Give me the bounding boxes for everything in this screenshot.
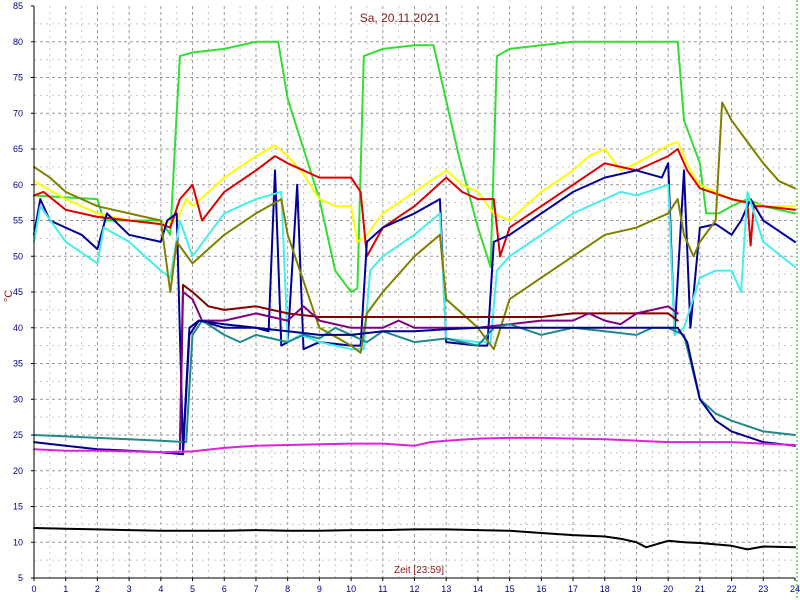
- y-tick-label: 20: [13, 466, 23, 476]
- x-tick-label: 8: [285, 584, 290, 594]
- x-tick-label: 4: [158, 584, 163, 594]
- x-tick-label: 7: [253, 584, 258, 594]
- y-tick-label: 25: [13, 430, 23, 440]
- series-line-4: [33, 162, 796, 451]
- y-tick-label: 75: [13, 73, 23, 83]
- x-tick-label: 16: [536, 584, 546, 594]
- y-tick-label: 85: [13, 1, 23, 11]
- x-tick-labels: 0 1 2 3 4 5 6 7 8 9 10 11 12 13 14 15 16 17 18 19 20 21 22 23 24: [31, 578, 800, 594]
- x-tick-label: 14: [473, 584, 483, 594]
- x-tick-label: 2: [95, 584, 100, 594]
- x-tick-label: 5: [190, 584, 195, 594]
- data-series-layer: [33, 40, 796, 551]
- y-tick-label: 60: [13, 180, 23, 190]
- x-tick-label: 15: [505, 584, 515, 594]
- x-tick-label: 19: [631, 584, 641, 594]
- x-tick-label: 3: [127, 584, 132, 594]
- y-tick-label: 40: [13, 323, 23, 333]
- y-tick-labels: 5 10 15 20 25 30 35 40 45 50 55 60 65 70 75 80 85: [13, 1, 34, 583]
- x-tick-label: 20: [663, 584, 673, 594]
- grid-lines: [34, 6, 795, 578]
- x-tick-label: 13: [441, 584, 451, 594]
- series-line-6: [33, 101, 796, 354]
- x-tick-label: 24: [790, 584, 800, 594]
- chart-title: Sa, 20.11.2021: [360, 11, 441, 25]
- y-tick-label: 30: [13, 394, 23, 404]
- series-line-2: [33, 140, 796, 243]
- series-line-8: [178, 291, 679, 451]
- series-line-1: [33, 40, 796, 293]
- x-axis-label: Zeit [23:59]: [394, 565, 444, 576]
- series-line-5: [33, 183, 796, 351]
- x-tick-label: 18: [600, 584, 610, 594]
- y-tick-label: 80: [13, 37, 23, 47]
- y-tick-label: 10: [13, 537, 23, 547]
- series-line-7: [178, 283, 679, 451]
- y-tick-label: 65: [13, 144, 23, 154]
- series-line-10: [33, 319, 796, 456]
- x-tick-label: 10: [346, 584, 356, 594]
- series-line-11: [33, 436, 796, 454]
- x-tick-label: 6: [222, 584, 227, 594]
- x-tick-label: 21: [695, 584, 705, 594]
- x-tick-label: 22: [727, 584, 737, 594]
- series-line-12: [33, 527, 796, 551]
- x-tick-label: 12: [409, 584, 419, 594]
- x-tick-label: 0: [31, 584, 36, 594]
- y-tick-label: 45: [13, 287, 23, 297]
- y-tick-label: 70: [13, 108, 23, 118]
- y-tick-label: 5: [18, 573, 23, 583]
- y-tick-label: 50: [13, 251, 23, 261]
- x-tick-label: 23: [758, 584, 768, 594]
- y-tick-label: 55: [13, 216, 23, 226]
- y-axis-label: °C: [3, 290, 15, 302]
- x-tick-label: 11: [378, 584, 387, 594]
- y-tick-label: 35: [13, 359, 23, 369]
- x-tick-label: 9: [317, 584, 322, 594]
- x-tick-label: 1: [63, 584, 68, 594]
- x-tick-label: 17: [568, 584, 578, 594]
- y-tick-label: 15: [13, 502, 23, 512]
